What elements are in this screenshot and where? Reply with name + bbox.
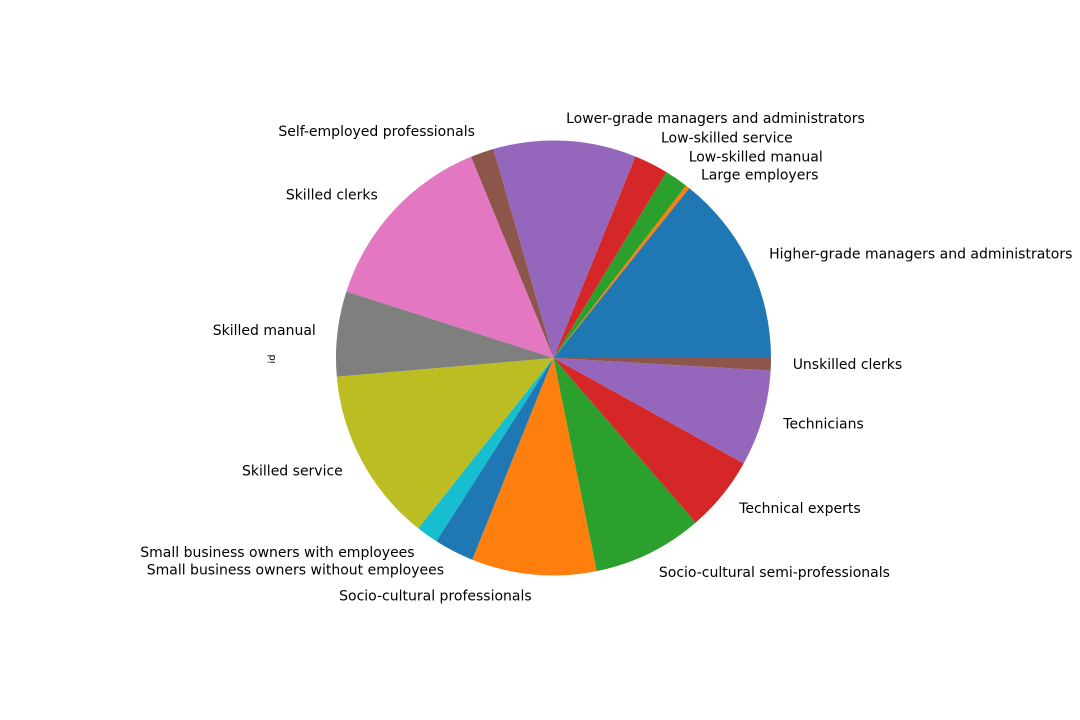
pie-slice xyxy=(553,358,744,523)
pie-slice xyxy=(553,156,667,358)
slice-label: Technical experts xyxy=(738,501,860,517)
pie-slices xyxy=(335,140,771,576)
pie-slice xyxy=(553,185,690,358)
pie-slice xyxy=(472,358,597,576)
slice-label: Small business owners without employees xyxy=(147,563,444,579)
pie-slice xyxy=(553,188,771,358)
slice-label: Large employers xyxy=(701,168,818,184)
slice-label: Socio-cultural semi-professionals xyxy=(659,565,890,581)
pie-labels: Higher-grade managers and administrators… xyxy=(140,111,1072,604)
slice-label: Lower-grade managers and administrators xyxy=(566,111,865,127)
slice-label: Unskilled clerks xyxy=(793,357,903,373)
slice-label: Technicians xyxy=(782,417,863,433)
pie-slice xyxy=(553,358,696,572)
slice-label: Socio-cultural professionals xyxy=(339,588,532,604)
pie-slice xyxy=(493,140,636,358)
slice-label: Self-employed professionals xyxy=(278,124,475,140)
slice-label: Skilled clerks xyxy=(286,188,378,204)
slice-label: Small business owners with employees xyxy=(140,545,414,561)
y-axis-label: id xyxy=(267,354,278,363)
slice-label: Low-skilled service xyxy=(661,130,793,146)
pie-slice xyxy=(436,358,554,560)
pie-slice xyxy=(553,172,686,358)
pie-slice xyxy=(553,358,771,371)
slice-label: Higher-grade managers and administrators xyxy=(769,246,1072,262)
pie-slice xyxy=(470,148,554,358)
pie-slice xyxy=(418,358,554,542)
pie-slice xyxy=(335,291,554,377)
slice-label: Low-skilled manual xyxy=(689,150,823,166)
pie-slice xyxy=(346,156,554,358)
pie-slice xyxy=(336,358,554,529)
slice-label: Skilled service xyxy=(242,463,343,479)
pie-slice xyxy=(553,358,771,464)
slice-label: Skilled manual xyxy=(213,323,316,339)
